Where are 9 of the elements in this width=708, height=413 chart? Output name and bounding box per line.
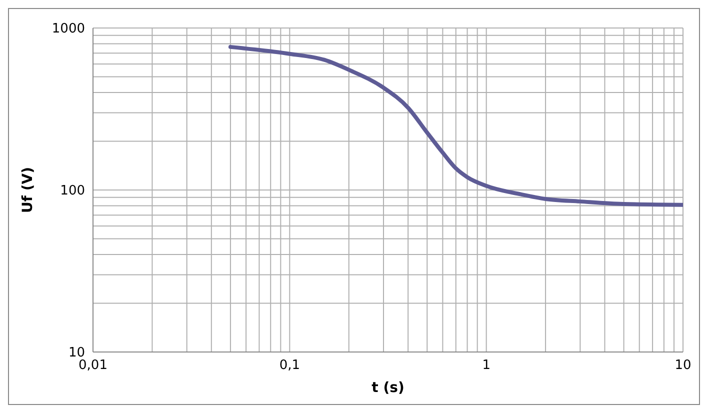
y-tick-label: 10 [68,346,85,361]
y-tick-label: 100 [60,184,85,199]
x-tick-label: 1 [482,358,490,374]
y-tick-label: 1000 [52,22,85,37]
x-axis-title: t (s) [372,380,404,396]
x-tick-label: 10 [674,358,692,374]
x-tick-label: 0,1 [279,358,300,374]
x-tick-label: 0,01 [78,358,108,374]
y-axis-title: Uf (V) [20,167,36,213]
